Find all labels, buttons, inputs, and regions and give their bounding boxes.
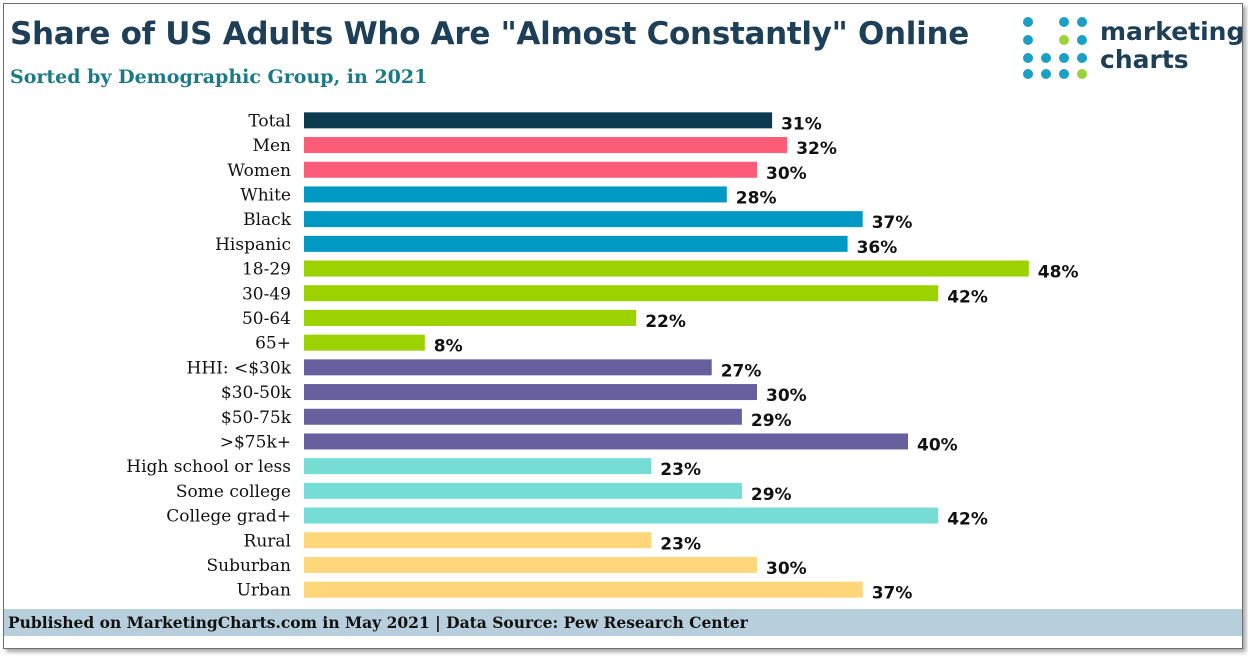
category-label: Hispanic	[215, 235, 291, 255]
logo-line-1: marketing	[1100, 17, 1243, 46]
value-label: 29%	[751, 485, 792, 505]
bar	[304, 433, 908, 450]
value-label: 42%	[947, 287, 988, 307]
value-label: 48%	[1038, 263, 1079, 283]
bar	[304, 581, 863, 598]
bar	[304, 359, 712, 376]
bar	[304, 235, 848, 252]
category-label: College grad+	[166, 507, 291, 527]
bar	[304, 161, 757, 178]
value-label: 8%	[434, 337, 463, 357]
bar	[304, 556, 757, 573]
footer-source-text: Published on MarketingCharts.com in May …	[8, 613, 748, 632]
logo-dot	[1041, 53, 1051, 63]
value-label: 23%	[660, 534, 701, 554]
bar	[304, 137, 788, 154]
value-label: 31%	[781, 114, 822, 134]
logo-dot	[1077, 53, 1087, 63]
bar	[304, 186, 727, 203]
logo-dot	[1023, 69, 1033, 79]
value-label: 22%	[645, 312, 686, 332]
value-label: 30%	[766, 164, 807, 184]
bar	[304, 211, 863, 228]
category-label: HHI: <$30k	[187, 358, 292, 378]
bar	[304, 384, 757, 401]
value-label: 30%	[766, 559, 807, 579]
value-label: 36%	[857, 238, 898, 258]
bar	[304, 408, 742, 425]
bar	[304, 112, 773, 129]
value-label: 32%	[796, 139, 837, 159]
category-label: White	[240, 185, 291, 205]
value-label: 37%	[872, 584, 913, 604]
value-label: 37%	[872, 213, 913, 233]
logo-dot	[1059, 69, 1069, 79]
value-label: 29%	[751, 411, 792, 431]
category-label: Some college	[176, 482, 291, 502]
value-label: 28%	[736, 188, 777, 208]
category-label: Total	[248, 111, 291, 131]
value-label: 30%	[766, 386, 807, 406]
value-label: 23%	[660, 460, 701, 480]
logo-dot	[1023, 17, 1033, 27]
value-label: 27%	[721, 361, 762, 381]
bar	[304, 334, 425, 351]
bar	[304, 309, 637, 326]
marketingcharts-logo: marketing charts	[1018, 14, 1243, 84]
category-label: Women	[227, 161, 291, 181]
chart-frame: Share of US Adults Who Are "Almost Const…	[3, 3, 1243, 649]
category-label: Men	[253, 136, 291, 156]
bar	[304, 507, 939, 524]
footer-bar: Published on MarketingCharts.com in May …	[4, 609, 1242, 636]
chart-title: Share of US Adults Who Are "Almost Const…	[10, 16, 969, 52]
category-label: 50-64	[242, 309, 291, 329]
value-label: 42%	[947, 510, 988, 530]
logo-dot	[1077, 69, 1087, 79]
category-label: Suburban	[206, 556, 291, 576]
logo-dot	[1023, 35, 1033, 45]
bar	[304, 260, 1029, 277]
category-label: 65+	[255, 334, 291, 354]
logo-line-2: charts	[1100, 45, 1189, 74]
category-label: 18-29	[242, 260, 291, 280]
logo-dot	[1059, 35, 1069, 45]
chart-subtitle: Sorted by Demographic Group, in 2021	[10, 66, 428, 88]
category-label: >$75k+	[220, 432, 291, 452]
logo-dot	[1023, 53, 1033, 63]
logo-dot	[1077, 35, 1087, 45]
category-label: $30-50k	[221, 383, 292, 403]
category-label: Urban	[237, 581, 291, 601]
bar-chart: Total 31% Men 32% Women 30% White 28% Black 37% Hi…	[126, 111, 1079, 604]
value-label: 40%	[917, 435, 958, 455]
bar	[304, 458, 652, 475]
logo-dot	[1059, 17, 1069, 27]
logo-dot	[1077, 17, 1087, 27]
category-label: Rural	[244, 531, 291, 551]
bar	[304, 285, 939, 302]
bar	[304, 532, 652, 549]
logo-dot	[1059, 53, 1069, 63]
category-label: High school or less	[126, 457, 291, 477]
category-label: Black	[243, 210, 292, 230]
category-label: $50-75k	[221, 408, 292, 428]
bar	[304, 482, 742, 499]
logo-dot	[1041, 69, 1051, 79]
category-label: 30-49	[242, 284, 291, 304]
logo-dots-icon	[1023, 17, 1087, 79]
logo-text: marketing charts	[1100, 17, 1243, 74]
